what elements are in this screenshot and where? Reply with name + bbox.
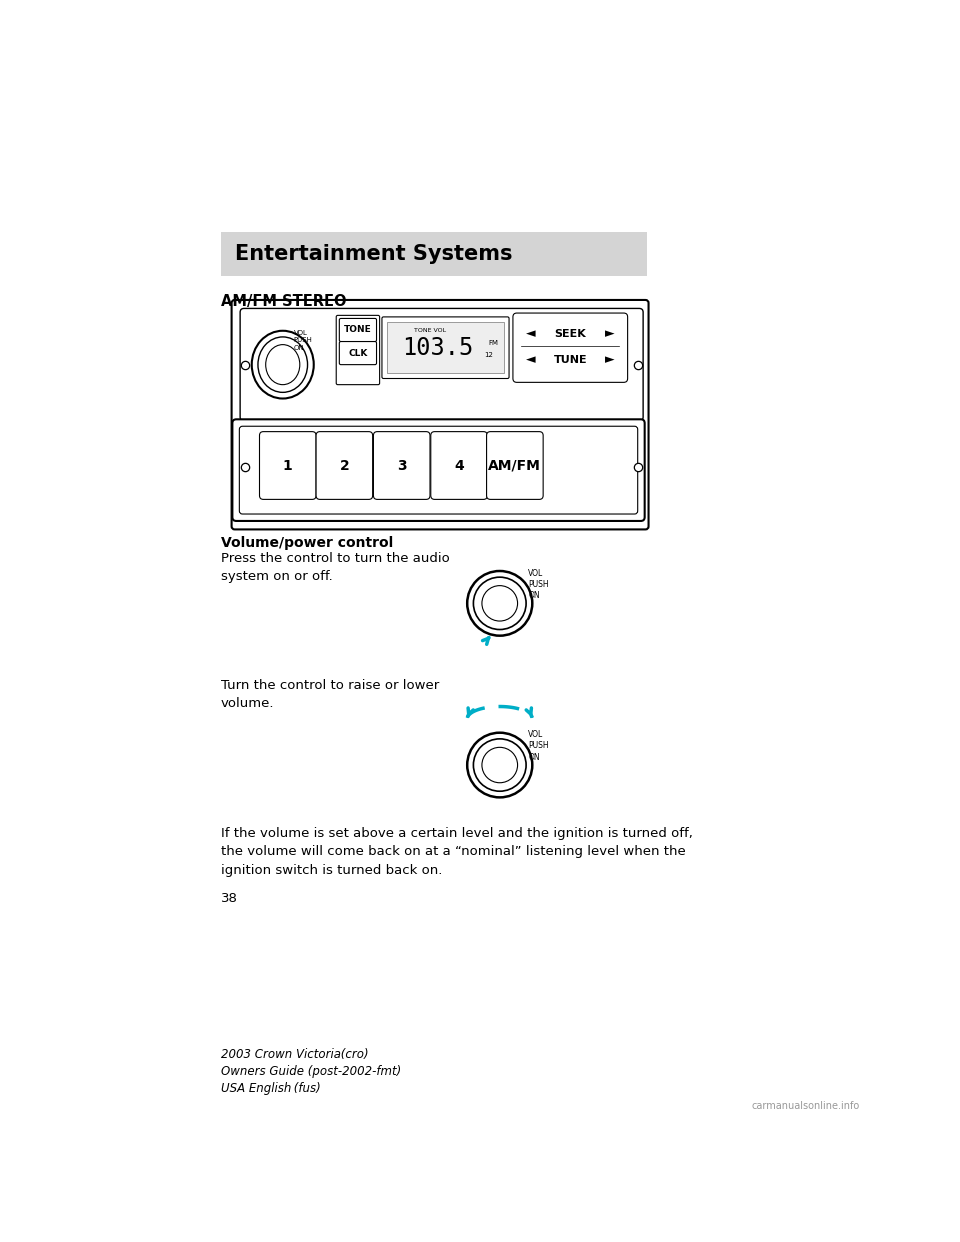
Text: TONE VOL: TONE VOL [414, 328, 446, 333]
Text: USA English: USA English [221, 1082, 291, 1095]
Text: SEEK: SEEK [555, 329, 587, 339]
Ellipse shape [266, 344, 300, 385]
Text: (cro): (cro) [337, 1048, 369, 1062]
Text: VOL
PUSH
ON: VOL PUSH ON [528, 730, 549, 761]
Text: CLK: CLK [348, 349, 368, 358]
Circle shape [468, 571, 532, 636]
Bar [221, 232, 647, 276]
Text: carmanualsonline.info: carmanualsonline.info [752, 1100, 860, 1110]
Text: FM: FM [489, 340, 498, 347]
Circle shape [473, 739, 526, 791]
Circle shape [482, 586, 517, 621]
FancyBboxPatch shape [373, 432, 430, 499]
FancyBboxPatch shape [339, 342, 376, 365]
Text: 103.5: 103.5 [402, 335, 473, 360]
Text: Entertainment Systems: Entertainment Systems [234, 245, 513, 265]
FancyBboxPatch shape [240, 308, 643, 421]
Ellipse shape [258, 337, 307, 392]
FancyBboxPatch shape [339, 318, 376, 342]
Text: 3: 3 [396, 458, 406, 472]
FancyBboxPatch shape [388, 322, 504, 373]
FancyBboxPatch shape [259, 432, 316, 499]
FancyBboxPatch shape [382, 317, 509, 379]
Text: (fus): (fus) [291, 1082, 322, 1095]
Text: TUNE: TUNE [554, 355, 588, 365]
Text: 12: 12 [485, 353, 493, 359]
Text: AM/FM STEREO: AM/FM STEREO [221, 294, 347, 309]
Text: VOL
PUSH
ON: VOL PUSH ON [294, 330, 312, 351]
Text: 1: 1 [283, 458, 293, 472]
Text: Owners Guide (post-2002-fmt): Owners Guide (post-2002-fmt) [221, 1066, 401, 1078]
FancyBboxPatch shape [487, 432, 543, 499]
Text: Press the control to turn the audio
system on or off.: Press the control to turn the audio syst… [221, 551, 449, 584]
FancyBboxPatch shape [513, 313, 628, 383]
Text: Turn the control to raise or lower
volume.: Turn the control to raise or lower volum… [221, 679, 439, 710]
FancyBboxPatch shape [431, 432, 488, 499]
Circle shape [482, 748, 517, 782]
Text: Volume/power control: Volume/power control [221, 537, 393, 550]
FancyBboxPatch shape [239, 426, 637, 514]
FancyBboxPatch shape [316, 432, 372, 499]
Ellipse shape [252, 330, 314, 399]
Text: 38: 38 [221, 892, 238, 905]
Text: 2003 Crown Victoria: 2003 Crown Victoria [221, 1048, 341, 1062]
Text: ◄: ◄ [526, 354, 536, 366]
FancyBboxPatch shape [232, 420, 645, 520]
Text: VOL
PUSH
ON: VOL PUSH ON [528, 569, 549, 600]
Text: ►: ► [605, 354, 614, 366]
Circle shape [473, 578, 526, 630]
FancyBboxPatch shape [231, 301, 649, 529]
Text: 4: 4 [454, 458, 464, 472]
Text: ►: ► [605, 328, 614, 340]
Text: 2: 2 [340, 458, 349, 472]
Text: ◄: ◄ [526, 328, 536, 340]
Circle shape [468, 733, 532, 797]
Text: TONE: TONE [344, 325, 372, 334]
Text: If the volume is set above a certain level and the ignition is turned off,
the v: If the volume is set above a certain lev… [221, 827, 692, 877]
Text: AM/FM: AM/FM [489, 458, 541, 472]
